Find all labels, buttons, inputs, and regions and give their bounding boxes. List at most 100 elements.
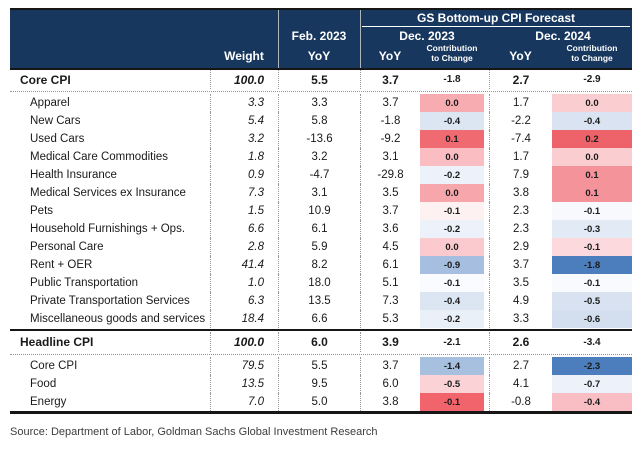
row-label: Pets: [30, 205, 54, 217]
dec-2024-contribution-value: -0.1: [552, 274, 632, 292]
dec-2024-contribution-value: -2.9: [583, 74, 601, 85]
table-bottom-border: [10, 411, 632, 414]
column-gap: [484, 70, 489, 89]
dec-2023-yoy-value: 6.0: [360, 375, 420, 393]
column-gap: [484, 238, 489, 256]
dec-2024-yoy-value: -7.4: [489, 130, 552, 148]
table-row: Rent + OER 41.4 8.2 6.1 -0.9 3.7 -1.8: [10, 256, 632, 274]
column-header-yoy-feb: YoY: [307, 49, 331, 63]
dec-2023-yoy-value: 3.7: [360, 70, 420, 89]
table-row: New Cars 5.4 5.8 -1.8 -0.4 -2.2 -0.4: [10, 112, 632, 130]
dec-2024-yoy-value: 2.3: [489, 220, 552, 238]
dec-2023-yoy-value: 6.1: [360, 256, 420, 274]
column-gap: [484, 393, 489, 411]
weight-value: 1.0: [210, 274, 278, 292]
dec-2023-yoy-value: -1.8: [360, 112, 420, 130]
dec-2023-yoy-value: 3.7: [360, 357, 420, 375]
feb-2023-yoy-value: 5.8: [278, 112, 360, 130]
weight-value: 7.0: [210, 393, 278, 411]
dec-2023-contribution-value: -1.8: [443, 74, 461, 85]
table-row: Medical Services ex Insurance 7.3 3.1 3.…: [10, 184, 632, 202]
feb-2023-yoy-value: 9.5: [278, 375, 360, 393]
column-gap: [484, 202, 489, 220]
weight-value: 13.5: [210, 375, 278, 393]
dec-2024-contribution-value: -0.7: [552, 375, 632, 393]
dec-2024-contribution-value: -0.3: [552, 220, 632, 238]
row-label: New Cars: [30, 115, 81, 127]
table-row: Personal Care 2.8 5.9 4.5 0.0 2.9 -0.1: [10, 238, 632, 256]
dec-2024-contribution-value: 0.0: [552, 148, 632, 166]
feb-2023-yoy-value: 6.6: [278, 310, 360, 328]
source-note: Source: Department of Labor, Goldman Sac…: [10, 426, 378, 438]
row-label: Private Transportation Services: [30, 295, 190, 307]
row-label: Core CPI: [20, 72, 71, 87]
table-row: Household Furnishings + Ops. 6.6 6.1 3.6…: [10, 220, 632, 238]
table-row: Core CPI 100.0 5.5 3.7 -1.8 2.7 -2.9: [10, 70, 632, 89]
column-gap: [484, 292, 489, 310]
column-gap: [484, 112, 489, 130]
weight-value: 5.4: [210, 112, 278, 130]
feb-2023-yoy-value: 6.0: [278, 332, 360, 352]
column-header-dec-2023: Dec. 2023: [399, 29, 455, 43]
table-row: Medical Care Commodities 1.8 3.2 3.1 0.0…: [10, 148, 632, 166]
dec-2023-yoy-value: 3.5: [360, 184, 420, 202]
column-header-yoy-dec23: YoY: [378, 49, 402, 63]
dec-2023-yoy-value: 5.1: [360, 274, 420, 292]
row-label: Personal Care: [30, 241, 104, 253]
weight-value: 0.9: [210, 166, 278, 184]
column-header-weight: Weight: [224, 49, 264, 63]
row-label: Energy: [30, 396, 67, 408]
dec-2024-contribution-value: -0.4: [552, 112, 632, 130]
column-gap: [484, 220, 489, 238]
feb-2023-yoy-value: 5.5: [278, 357, 360, 375]
row-label: Health Insurance: [30, 169, 117, 181]
dec-2024-yoy-value: 3.5: [489, 274, 552, 292]
weight-value: 3.2: [210, 130, 278, 148]
dec-2023-yoy-value: 7.3: [360, 292, 420, 310]
column-gap: [484, 310, 489, 328]
dec-2023-yoy-value: 5.3: [360, 310, 420, 328]
dec-2024-yoy-value: 1.7: [489, 94, 552, 112]
column-gap: [484, 332, 489, 352]
dec-2023-contribution-value: -1.4: [420, 357, 484, 375]
table-row: Core CPI 79.5 5.5 3.7 -1.4 2.7 -2.3: [10, 357, 632, 375]
dec-2024-yoy-value: 2.7: [489, 70, 552, 89]
table-row: Private Transportation Services 6.3 13.5…: [10, 292, 632, 310]
weight-value: 6.3: [210, 292, 278, 310]
cpi-table: GS Bottom-up CPI Forecast Feb. 2023 Dec.…: [10, 8, 632, 414]
dec-2024-yoy-value: 2.3: [489, 202, 552, 220]
column-gap: [484, 357, 489, 375]
feb-2023-yoy-value: 3.1: [278, 184, 360, 202]
weight-value: 2.8: [210, 238, 278, 256]
dec-2023-yoy-value: -9.2: [360, 130, 420, 148]
feb-2023-yoy-value: 18.0: [278, 274, 360, 292]
dec-2024-yoy-value: 7.9: [489, 166, 552, 184]
weight-value: 6.6: [210, 220, 278, 238]
dec-2023-contribution-value: -0.1: [420, 274, 484, 292]
dotted-separator: [10, 89, 632, 92]
header-divider-line: [362, 26, 630, 27]
weight-value: 3.3: [210, 94, 278, 112]
row-label: Apparel: [30, 97, 70, 109]
feb-2023-yoy-value: 13.5: [278, 292, 360, 310]
table-row: Headline CPI 100.0 6.0 3.9 -2.1 2.6 -3.4: [10, 332, 632, 352]
column-gap: [484, 256, 489, 274]
dec-2023-contribution-value: -0.1: [420, 393, 484, 411]
column-gap: [484, 166, 489, 184]
header-column-separator: [278, 10, 279, 68]
dec-2023-contribution-value: 0.0: [420, 184, 484, 202]
dec-2024-contribution-value: -0.4: [552, 393, 632, 411]
column-gap: [484, 148, 489, 166]
dec-2023-contribution-value: 0.0: [420, 148, 484, 166]
column-header-contribution-dec24: Contribution to Change: [566, 43, 618, 63]
dec-2024-yoy-value: 3.8: [489, 184, 552, 202]
dec-2023-contribution-value: -0.2: [420, 166, 484, 184]
dec-2023-contribution-value: -0.4: [420, 292, 484, 310]
row-label: Rent + OER: [30, 259, 93, 271]
feb-2023-yoy-value: 5.5: [278, 70, 360, 89]
section-divider: [10, 329, 632, 331]
dec-2024-yoy-value: 3.3: [489, 310, 552, 328]
weight-value: 41.4: [210, 256, 278, 274]
dec-2023-yoy-value: 4.5: [360, 238, 420, 256]
